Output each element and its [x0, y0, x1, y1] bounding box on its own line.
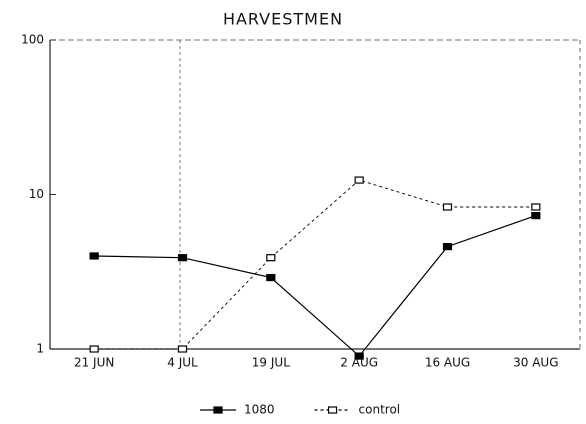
x-tick-label: 19 JUL [252, 356, 290, 370]
data-point [177, 345, 188, 353]
legend-label: 1080 [244, 403, 275, 417]
data-point [442, 243, 453, 251]
data-point [442, 203, 453, 211]
legend-marker [213, 406, 223, 414]
y-tick-label: 1 [36, 342, 44, 356]
chart-title: HARVESTMEN [223, 10, 343, 29]
data-point [89, 345, 99, 353]
data-point [354, 176, 364, 184]
data-point [89, 252, 99, 260]
data-point [531, 203, 541, 211]
data-point [266, 254, 276, 262]
y-tick-label: 100 [21, 33, 44, 47]
data-point [266, 273, 276, 282]
x-tick-label: 4 JUL [167, 356, 198, 370]
legend-marker [327, 406, 338, 414]
legend-label: control [359, 403, 401, 417]
data-point [177, 254, 188, 262]
data-point [354, 352, 364, 360]
x-tick-label: 16 AUG [425, 356, 470, 370]
data-point [531, 212, 541, 220]
x-tick-label: 2 AUG [340, 356, 378, 370]
series-line [94, 215, 537, 357]
x-tick-label: 30 AUG [513, 356, 558, 370]
y-tick-label: 10 [29, 187, 44, 201]
x-tick-label: 21 JUN [74, 356, 114, 370]
series-line [94, 179, 536, 350]
